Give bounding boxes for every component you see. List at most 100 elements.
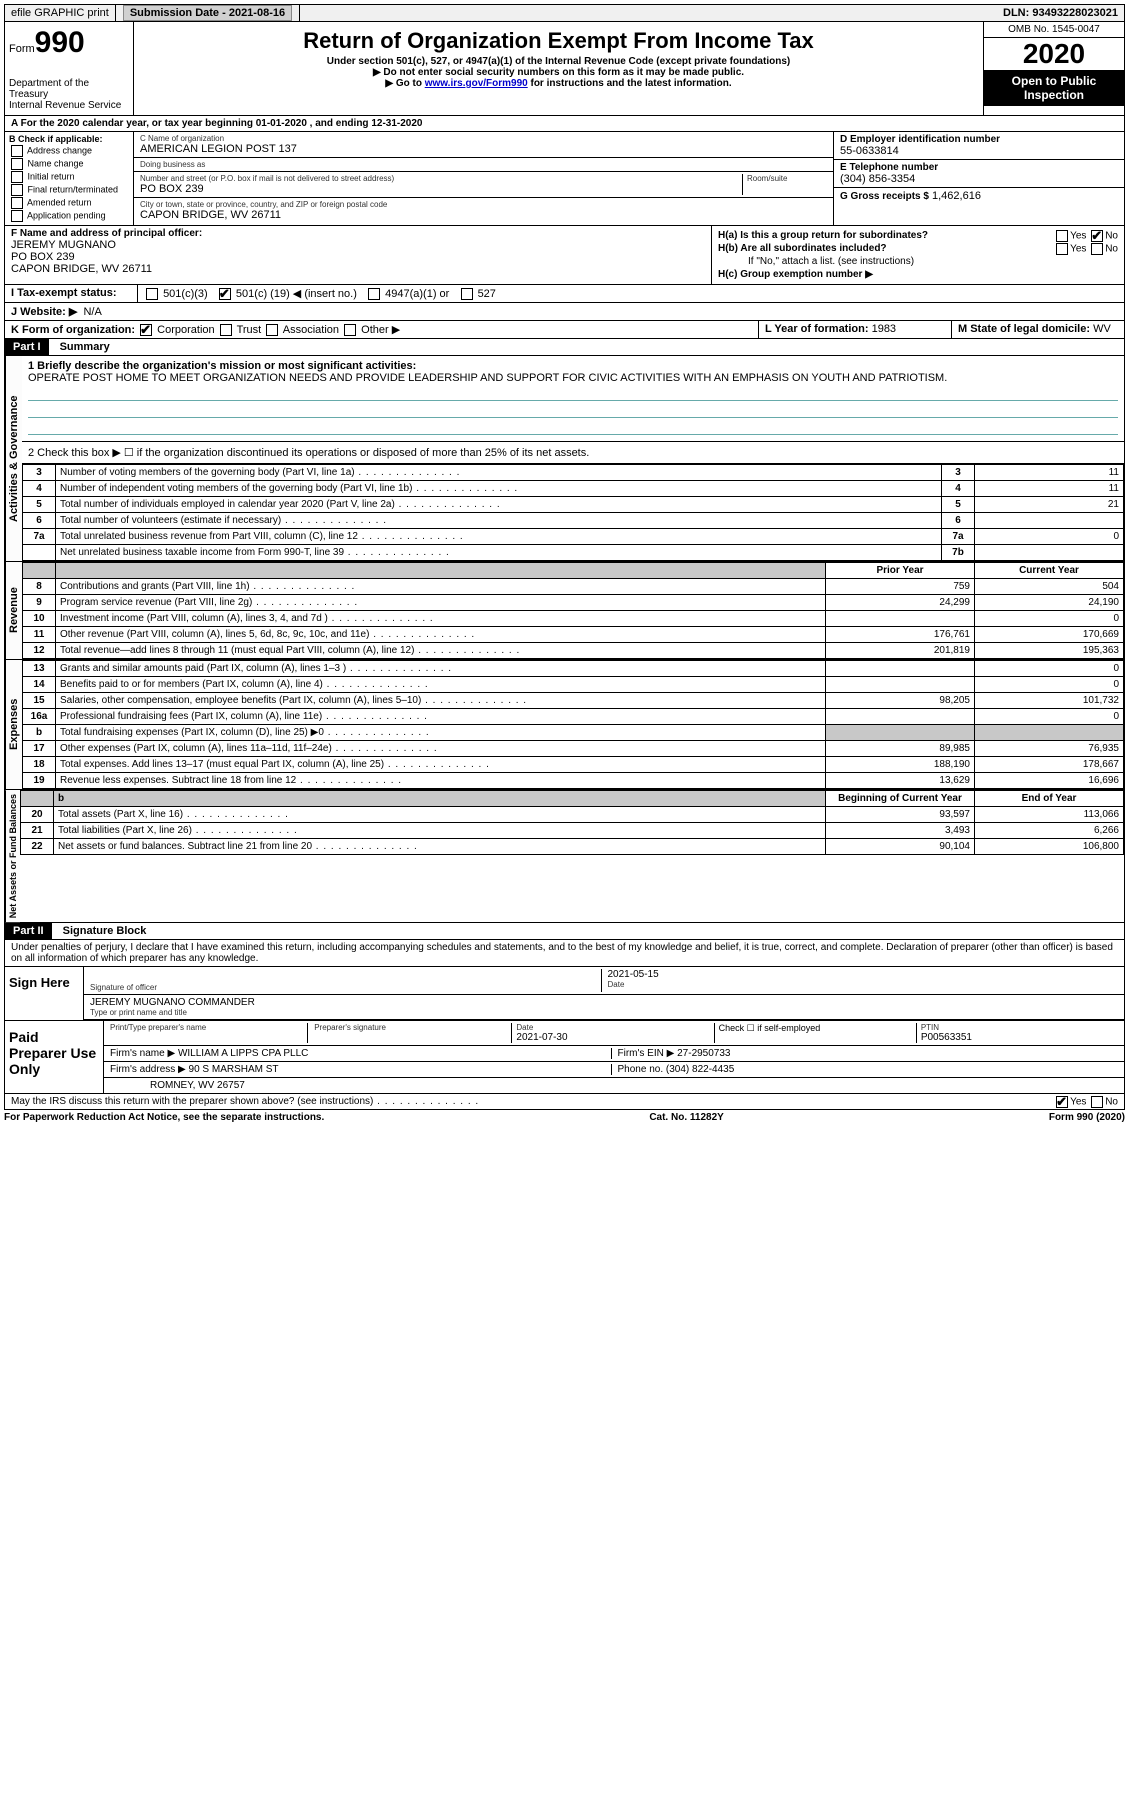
org-city: CAPON BRIDGE, WV 26711 [140,209,387,221]
hb-no-checkbox[interactable] [1091,243,1103,255]
ptin-label: PTIN [921,1023,1118,1032]
subtitle-3: ▶ Go to www.irs.gov/Form990 for instruct… [142,78,975,89]
discuss-label: May the IRS discuss this return with the… [11,1096,373,1107]
paid-preparer-label: Paid Preparer Use Only [5,1021,104,1093]
officer-name: JEREMY MUGNANO [11,239,705,251]
officer-signed-name: JEREMY MUGNANO COMMANDER [90,997,1118,1008]
revenue-vert-label: Revenue [5,562,22,659]
final-return-checkbox[interactable] [11,184,23,196]
revenue-table: Prior YearCurrent Year8Contributions and… [22,562,1124,659]
ein-value: 55-0633814 [840,145,1118,157]
website-label: J Website: ▶ [11,306,77,318]
501c-number: 19 [274,288,286,300]
line1-label: 1 Briefly describe the organization's mi… [28,360,416,372]
period-row: A For the 2020 calendar year, or tax yea… [4,116,1125,132]
state-domicile-label: M State of legal domicile: [958,323,1090,335]
website-value: N/A [83,306,101,318]
section-b: B Check if applicable: Address change Na… [5,132,134,225]
mission-text: OPERATE POST HOME TO MEET ORGANIZATION N… [28,372,1118,384]
expenses-vert-label: Expenses [5,660,22,789]
year-formation-value: 1983 [872,323,896,335]
association-checkbox[interactable] [266,324,278,336]
initial-return-checkbox[interactable] [11,171,23,183]
sign-here-label: Sign Here [5,967,84,1020]
sig-date: 2021-05-15 [608,969,1119,980]
firm-addr1: 90 S MARSHAM ST [189,1064,279,1075]
other-checkbox[interactable] [344,324,356,336]
address-change-checkbox[interactable] [11,145,23,157]
penalty-statement: Under penalties of perjury, I declare th… [5,940,1124,967]
ein-label: D Employer identification number [840,134,1118,145]
gross-receipts-label: G Gross receipts $ [840,191,929,202]
page-footer: For Paperwork Reduction Act Notice, see … [4,1110,1125,1125]
netassets-vert-label: Net Assets or Fund Balances [5,790,20,922]
governance-table: 3Number of voting members of the governi… [22,464,1124,561]
subtitle-1: Under section 501(c), 527, or 4947(a)(1)… [142,56,975,67]
addr-label: Number and street (or P.O. box if mail i… [140,174,742,183]
org-address: PO BOX 239 [140,183,742,195]
ha-no-checkbox[interactable] [1091,230,1103,242]
527-checkbox[interactable] [461,288,473,300]
part1-title: Summary [52,341,110,353]
corporation-checkbox[interactable] [140,324,152,336]
officer-group-row: F Name and address of principal officer:… [4,226,1125,285]
submission-date-button[interactable]: Submission Date - 2021-08-16 [123,5,292,21]
open-inspection-label: Open to Public Inspection [984,70,1124,106]
officer-addr1: PO BOX 239 [11,251,705,263]
org-name-label: C Name of organization [140,134,827,143]
discuss-no-checkbox[interactable] [1091,1096,1103,1108]
prep-name-label: Print/Type preparer's name [110,1023,307,1032]
year-formation-label: L Year of formation: [765,323,869,335]
city-label: City or town, state or province, country… [140,200,387,209]
form-label: Form990 [9,26,129,60]
dln-label: DLN: 93493228023021 [997,5,1124,21]
phone-label: E Telephone number [840,162,1118,173]
gross-receipts-value: 1,462,616 [932,190,981,202]
firm-phone-label: Phone no. [618,1064,664,1075]
efile-label: efile GRAPHIC print [5,5,116,21]
dba-label: Doing business as [140,160,205,169]
firm-addr-label: Firm's address ▶ [110,1064,186,1075]
top-bar: efile GRAPHIC print Submission Date - 20… [4,4,1125,22]
amended-return-checkbox[interactable] [11,197,23,209]
501c3-checkbox[interactable] [146,288,158,300]
hb-yes-checkbox[interactable] [1056,243,1068,255]
state-domicile-value: WV [1093,323,1111,335]
application-pending-checkbox[interactable] [11,210,23,222]
firm-addr2: ROMNEY, WV 26757 [110,1080,1118,1091]
form990-link[interactable]: www.irs.gov/Form990 [425,78,528,89]
part2-header: Part II [5,923,52,939]
firm-name-label: Firm's name ▶ [110,1048,175,1059]
ha-label: H(a) Is this a group return for subordin… [718,230,928,241]
subtitle-2: ▶ Do not enter social security numbers o… [142,67,975,78]
ha-yes-checkbox[interactable] [1056,230,1068,242]
officer-name-sublabel: Type or print name and title [90,1008,1118,1017]
ptin-value: P00563351 [921,1032,1118,1043]
hb-label: H(b) Are all subordinates included? [718,243,887,254]
hb-note: If "No," attach a list. (see instruction… [718,256,1118,267]
line2-text: 2 Check this box ▶ ☐ if the organization… [22,442,1124,464]
officer-addr2: CAPON BRIDGE, WV 26711 [11,263,705,275]
firm-ein-label: Firm's EIN ▶ [618,1048,675,1059]
tax-exempt-label: I Tax-exempt status: [11,287,117,299]
4947a1-checkbox[interactable] [368,288,380,300]
name-change-checkbox[interactable] [11,158,23,170]
sig-officer-label: Signature of officer [90,983,601,992]
form-footer: Form 990 (2020) [1049,1112,1125,1123]
firm-ein: 27-2950733 [677,1048,730,1059]
hc-label: H(c) Group exemption number ▶ [718,269,873,280]
tax-year: 2020 [984,38,1124,70]
part2-title: Signature Block [55,925,147,937]
self-employed-check: Check ☐ if self-employed [715,1023,917,1043]
trust-checkbox[interactable] [220,324,232,336]
cat-number: Cat. No. 11282Y [649,1112,723,1123]
501c-checkbox[interactable] [219,288,231,300]
sig-date-label: Date [608,980,1119,989]
part1-header: Part I [5,339,49,355]
header-info-block: B Check if applicable: Address change Na… [4,132,1125,226]
pra-notice: For Paperwork Reduction Act Notice, see … [4,1112,324,1123]
discuss-yes-checkbox[interactable] [1056,1096,1068,1108]
form-org-label: K Form of organization: [11,324,135,336]
prep-sig-label: Preparer's signature [314,1023,511,1032]
phone-value: (304) 856-3354 [840,173,1118,185]
